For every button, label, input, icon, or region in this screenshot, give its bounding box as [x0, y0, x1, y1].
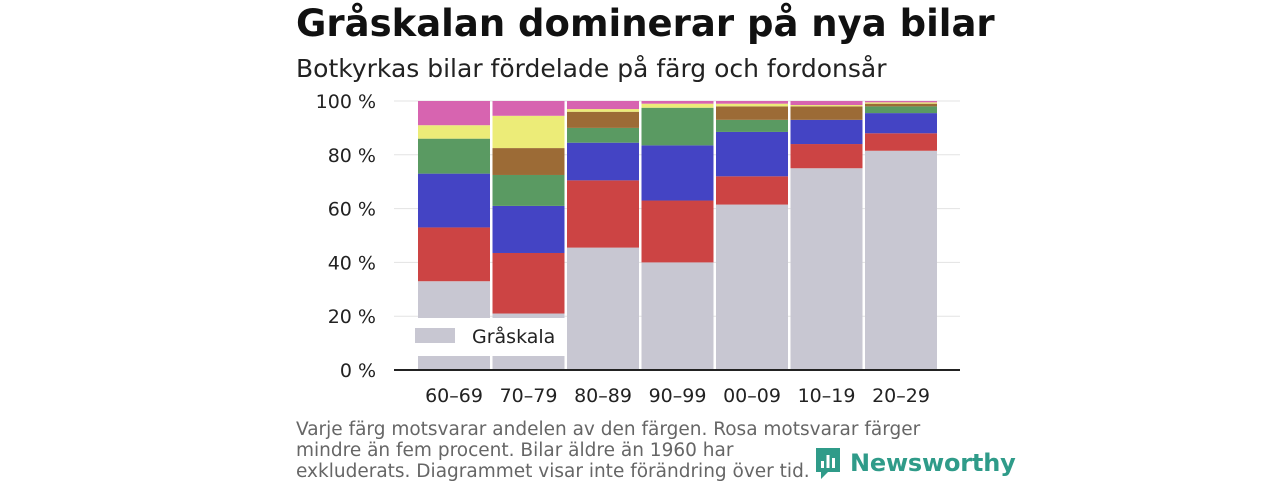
- bar-segment: [641, 103, 714, 108]
- bar-segment: [716, 131, 788, 177]
- bar-segment: [492, 148, 565, 175]
- bar-segment: [567, 127, 639, 143]
- bar-segment: [790, 168, 863, 370]
- newsworthy-logo-icon: [816, 448, 840, 479]
- bar-segment: [865, 133, 937, 151]
- y-tick-label: 60 %: [328, 199, 376, 221]
- x-axis-ticks: 60–69 70–79 80–89 90–99 00–09 10–19 20–29: [425, 385, 930, 407]
- y-axis-ticks: 0 % 20 % 40 % 60 % 80 % 100 %: [316, 91, 376, 382]
- bar-segment: [567, 142, 639, 181]
- bar-segment: [641, 107, 714, 146]
- bar-segment: [716, 204, 788, 370]
- newsworthy-logo[interactable]: Newsworthy: [814, 446, 1016, 480]
- footnote: Varje färg motsvarar andelen av den färg…: [296, 419, 921, 482]
- chart-subtitle: Botkyrkas bilar fördelade på färg och fo…: [296, 54, 887, 83]
- x-tick-label: 10–19: [798, 385, 856, 407]
- bar-segment: [865, 106, 937, 114]
- legend-label: Gråskala: [472, 325, 555, 348]
- bar-segment: [567, 101, 639, 110]
- bar-segment: [790, 106, 863, 120]
- bar-segment: [865, 101, 937, 103]
- x-tick-label: 00–09: [723, 385, 781, 407]
- bar-segment: [641, 145, 714, 201]
- bar-segment: [716, 119, 788, 132]
- x-tick-label: 70–79: [500, 385, 558, 407]
- legend: Gråskala: [402, 318, 565, 356]
- bar-segment: [567, 180, 639, 248]
- bar-segment: [716, 176, 788, 205]
- y-tick-label: 40 %: [328, 252, 376, 274]
- bar-segment: [790, 105, 863, 107]
- bar-segment: [865, 102, 937, 104]
- y-tick-label: 80 %: [328, 145, 376, 167]
- bar-segment: [418, 173, 490, 228]
- bar-segment: [716, 106, 788, 120]
- bar-segment: [567, 109, 639, 112]
- bar-segment: [716, 101, 788, 104]
- logo-text: Newsworthy: [850, 449, 1016, 477]
- bar-segment: [865, 150, 937, 370]
- bar-segment: [790, 144, 863, 169]
- x-tick-label: 80–89: [574, 385, 632, 407]
- x-tick-label: 60–69: [425, 385, 483, 407]
- y-tick-label: 0 %: [340, 360, 376, 382]
- bar-segment: [865, 113, 937, 134]
- bar-segment: [641, 101, 714, 104]
- bar-segment: [418, 227, 490, 282]
- chart-title: Gråskalan dominerar på nya bilar: [296, 2, 995, 45]
- bar-segment: [716, 103, 788, 107]
- bar-segment: [418, 101, 490, 126]
- x-tick-label: 90–99: [649, 385, 707, 407]
- legend-swatch: [415, 328, 455, 343]
- bar-segment: [790, 101, 863, 106]
- bar-segment: [418, 138, 490, 174]
- bar-segment: [492, 115, 565, 149]
- y-tick-label: 20 %: [328, 306, 376, 328]
- stacked-bar-chart: 0 % 20 % 40 % 60 % 80 % 100 % 60–69 70–79 80–89…: [316, 91, 960, 407]
- bar-segment: [641, 200, 714, 263]
- bar-segment: [418, 125, 490, 139]
- bar-segment: [492, 174, 565, 206]
- bar-segment: [567, 247, 639, 370]
- bar-segment: [641, 262, 714, 370]
- bar-segment: [492, 101, 565, 116]
- y-tick-label: 100 %: [316, 91, 376, 113]
- bar-segment: [865, 103, 937, 107]
- bar-segment: [567, 111, 639, 128]
- bar-segment: [492, 252, 565, 314]
- bar-segment: [492, 205, 565, 253]
- x-tick-label: 20–29: [872, 385, 930, 407]
- bar-segment: [790, 119, 863, 145]
